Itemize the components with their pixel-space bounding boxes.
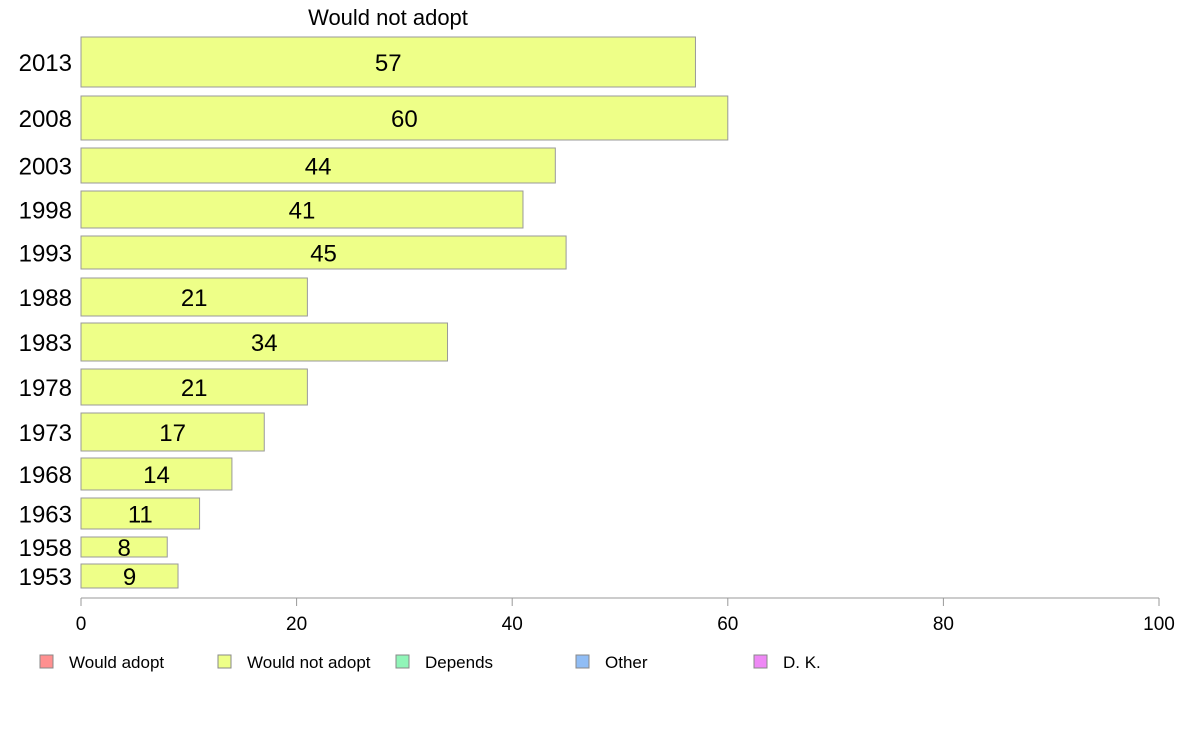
value-label-2013: 57 xyxy=(375,50,402,77)
legend-swatch-3 xyxy=(575,654,590,669)
bar-2003 xyxy=(80,147,556,184)
value-label-1978: 21 xyxy=(181,375,208,402)
bar-1958 xyxy=(80,536,168,558)
legend-swatch-4 xyxy=(753,654,768,669)
bar-1998 xyxy=(80,190,524,229)
x-tick-label-100: 100 xyxy=(1143,614,1175,635)
value-label-1958: 8 xyxy=(117,535,130,562)
bar-1953 xyxy=(80,563,179,589)
value-label-1988: 21 xyxy=(181,285,208,312)
legend: Would adopt Would not adopt Depends Other D.… xyxy=(39,653,821,672)
x-tick-label-60: 60 xyxy=(717,614,738,635)
legend-label-0: Would adopt xyxy=(69,653,164,672)
bar-2013 xyxy=(80,36,696,88)
bar-1983 xyxy=(80,322,449,362)
bar-1988 xyxy=(80,277,308,317)
category-label-1958: 1958 xyxy=(19,535,72,562)
value-label-2008: 60 xyxy=(391,106,418,133)
x-tick-label-40: 40 xyxy=(502,614,523,635)
category-label-1968: 1968 xyxy=(19,462,72,489)
legend-item-1: Would not adopt xyxy=(217,653,371,672)
legend-label-3: Other xyxy=(605,653,648,672)
legend-item-4: D. K. xyxy=(753,653,821,672)
bar-1978 xyxy=(80,368,308,406)
value-label-1963: 11 xyxy=(128,502,153,529)
category-label-1973: 1973 xyxy=(19,420,72,447)
bar-2008 xyxy=(80,95,729,141)
legend-swatch-0 xyxy=(39,654,54,669)
value-label-1998: 41 xyxy=(289,198,316,225)
value-label-1983: 34 xyxy=(251,330,278,357)
category-label-1993: 1993 xyxy=(19,241,72,268)
x-tick-label-80: 80 xyxy=(933,614,954,635)
x-axis: 0 20 40 60 80 100 xyxy=(76,597,1175,635)
category-label-1953: 1953 xyxy=(19,564,72,591)
category-label-1963: 1963 xyxy=(19,502,72,529)
bars-group: 2013 57 2008 60 2003 44 1998 41 1993 45 1988 21 1983… xyxy=(19,36,729,591)
x-tick-label-0: 0 xyxy=(76,614,87,635)
legend-swatch-2 xyxy=(395,654,410,669)
value-label-1953: 9 xyxy=(123,564,136,591)
category-label-1988: 1988 xyxy=(19,285,72,312)
category-label-1978: 1978 xyxy=(19,375,72,402)
value-label-1993: 45 xyxy=(310,241,337,268)
legend-swatch-1 xyxy=(217,654,232,669)
bar-1968 xyxy=(80,457,233,491)
legend-item-0: Would adopt xyxy=(39,653,164,672)
category-label-2008: 2008 xyxy=(19,106,72,133)
bar-1963 xyxy=(80,497,201,530)
category-label-1998: 1998 xyxy=(19,198,72,225)
legend-label-2: Depends xyxy=(425,653,493,672)
value-label-1973: 17 xyxy=(159,420,186,447)
legend-item-2: Depends xyxy=(395,653,493,672)
bar-1973 xyxy=(80,412,265,452)
legend-label-1: Would not adopt xyxy=(247,653,371,672)
x-tick-label-20: 20 xyxy=(286,614,307,635)
value-label-1968: 14 xyxy=(143,462,170,489)
category-label-2003: 2003 xyxy=(19,154,72,181)
value-label-2003: 44 xyxy=(305,154,332,181)
category-label-1983: 1983 xyxy=(19,330,72,357)
chart-title: Would not adopt xyxy=(308,5,468,30)
legend-label-4: D. K. xyxy=(783,653,821,672)
legend-item-3: Other xyxy=(575,653,648,672)
bar-1993 xyxy=(80,235,567,270)
category-label-2013: 2013 xyxy=(19,50,72,77)
